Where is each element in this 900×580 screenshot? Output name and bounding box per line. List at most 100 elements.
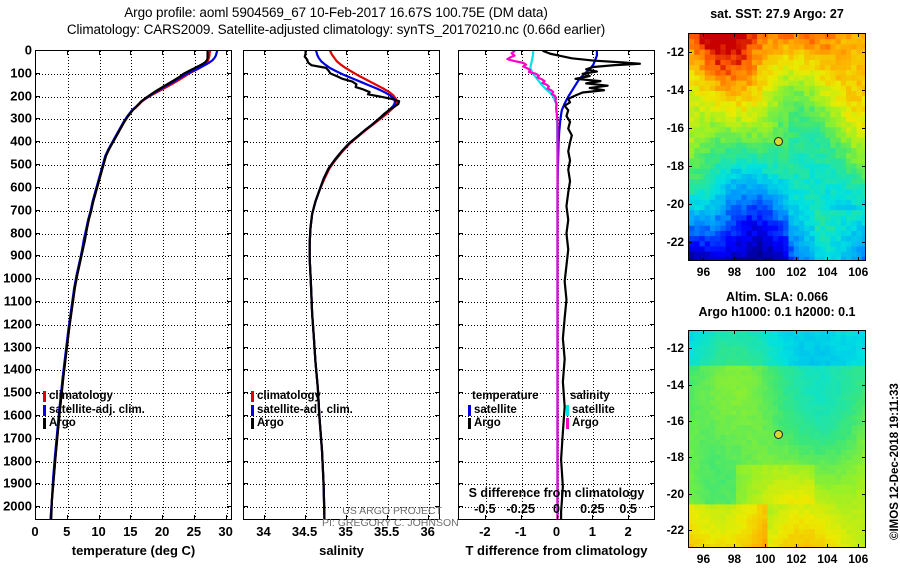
legend-swatch	[43, 404, 46, 416]
gridline-horizontal	[36, 233, 233, 235]
legend-label: satellite	[474, 403, 517, 416]
map-tick-x	[827, 544, 829, 548]
tick-y	[227, 460, 232, 462]
map-lon-label: 100	[755, 552, 776, 566]
legend-item: Argo	[566, 417, 615, 431]
tick-x	[427, 515, 429, 520]
map-tick-x	[858, 257, 860, 261]
tick-y	[435, 278, 440, 280]
tick-y	[458, 483, 463, 485]
plot-title: Argo profile: aoml 5904569_67 10-Feb-201…	[0, 4, 672, 38]
tick-x	[304, 515, 306, 520]
gridline-horizontal	[36, 507, 233, 509]
map-lon-label: 104	[817, 552, 838, 566]
tick-x	[263, 515, 265, 520]
temperature-profile-legend: climatology satellite-adj. clim. Argo	[43, 390, 145, 431]
tick-y	[227, 415, 232, 417]
tick-y	[227, 209, 232, 211]
tick-y	[435, 346, 440, 348]
map-tick-x	[827, 330, 829, 334]
x-tick-label: 15	[123, 524, 138, 539]
x-tick-label-secondary: -0.5	[474, 502, 496, 516]
x-tick-label: 36	[420, 524, 435, 539]
map-tick-x	[703, 544, 705, 548]
gridline-horizontal	[36, 256, 233, 258]
depth-tick-label: 400	[10, 133, 32, 149]
tick-y	[243, 483, 248, 485]
tick-y	[35, 323, 40, 325]
map-tick-x	[734, 33, 736, 37]
tick-x	[130, 515, 132, 520]
x-tick-label: 35	[338, 524, 353, 539]
map-tick-x	[827, 33, 829, 37]
map-lat-label: -20	[666, 197, 684, 211]
tick-x	[556, 50, 558, 55]
map-tick-y	[862, 166, 866, 167]
tick-x	[628, 515, 630, 520]
map-tick-x	[765, 33, 767, 37]
tick-x	[556, 515, 558, 520]
map-lon-label: 98	[727, 552, 742, 566]
legend-item: satellite-adj. clim.	[43, 404, 145, 418]
tick-x	[98, 50, 100, 55]
map-tick-y	[688, 128, 692, 129]
tick-y	[35, 186, 40, 188]
gridline-horizontal	[36, 324, 233, 326]
tick-x	[35, 50, 36, 55]
map-tick-y	[862, 457, 866, 459]
tick-y	[243, 141, 248, 143]
tick-y	[650, 72, 655, 74]
tick-y	[243, 255, 248, 257]
tick-y	[650, 118, 655, 120]
depth-tick-label: 100	[10, 65, 32, 81]
gridline-vertical	[387, 51, 389, 521]
legend-label: satellite	[572, 403, 615, 416]
tick-y	[227, 369, 232, 371]
project-credit: US ARGO PROJECT PI: GREGORY C. JOHNSON	[322, 505, 459, 529]
tick-y	[650, 164, 655, 166]
tick-y	[35, 300, 40, 302]
tick-y	[227, 232, 232, 234]
tick-y	[435, 72, 440, 74]
map-lat-label: -16	[666, 121, 684, 135]
gridline-vertical	[305, 51, 307, 521]
secondary-axis-title: S difference from climatology	[468, 486, 645, 500]
gridline-horizontal	[244, 165, 441, 167]
map-lat-label: -14	[666, 377, 684, 392]
map-tick-y	[862, 420, 866, 422]
gridline-horizontal	[244, 119, 441, 121]
gridline-horizontal	[36, 461, 233, 463]
depth-tick-label: 500	[10, 156, 32, 172]
tick-y	[458, 95, 463, 97]
map-lat-label: -14	[666, 83, 684, 97]
tick-y	[243, 278, 248, 280]
tick-y	[35, 50, 40, 51]
tick-y	[435, 50, 440, 51]
gridline-vertical	[593, 51, 595, 521]
map-tick-y	[688, 90, 692, 91]
tick-x	[263, 50, 265, 55]
tick-y	[243, 186, 248, 188]
tick-y	[435, 460, 440, 462]
tick-y	[650, 323, 655, 325]
credit-line-2: PI: GREGORY C. JOHNSON	[322, 517, 459, 529]
tick-y	[458, 186, 463, 188]
tick-y	[227, 186, 232, 188]
tick-x	[484, 50, 486, 55]
tick-y	[650, 186, 655, 188]
tick-y	[650, 437, 655, 439]
depth-tick-label: 1600	[3, 407, 32, 423]
tick-y	[435, 300, 440, 302]
map-tick-x	[796, 33, 798, 37]
gridline-horizontal	[244, 142, 441, 144]
map-lon-label: 98	[727, 265, 742, 279]
legend-item: satellite	[468, 404, 538, 418]
tick-y	[435, 186, 440, 188]
tick-y	[435, 164, 440, 166]
tick-y	[227, 95, 232, 97]
map-lon-label: 102	[786, 552, 807, 566]
gridline-horizontal	[244, 484, 441, 486]
x-tick-label: 2	[624, 524, 632, 539]
depth-tick-label: 700	[10, 202, 32, 218]
tick-y	[458, 300, 463, 302]
